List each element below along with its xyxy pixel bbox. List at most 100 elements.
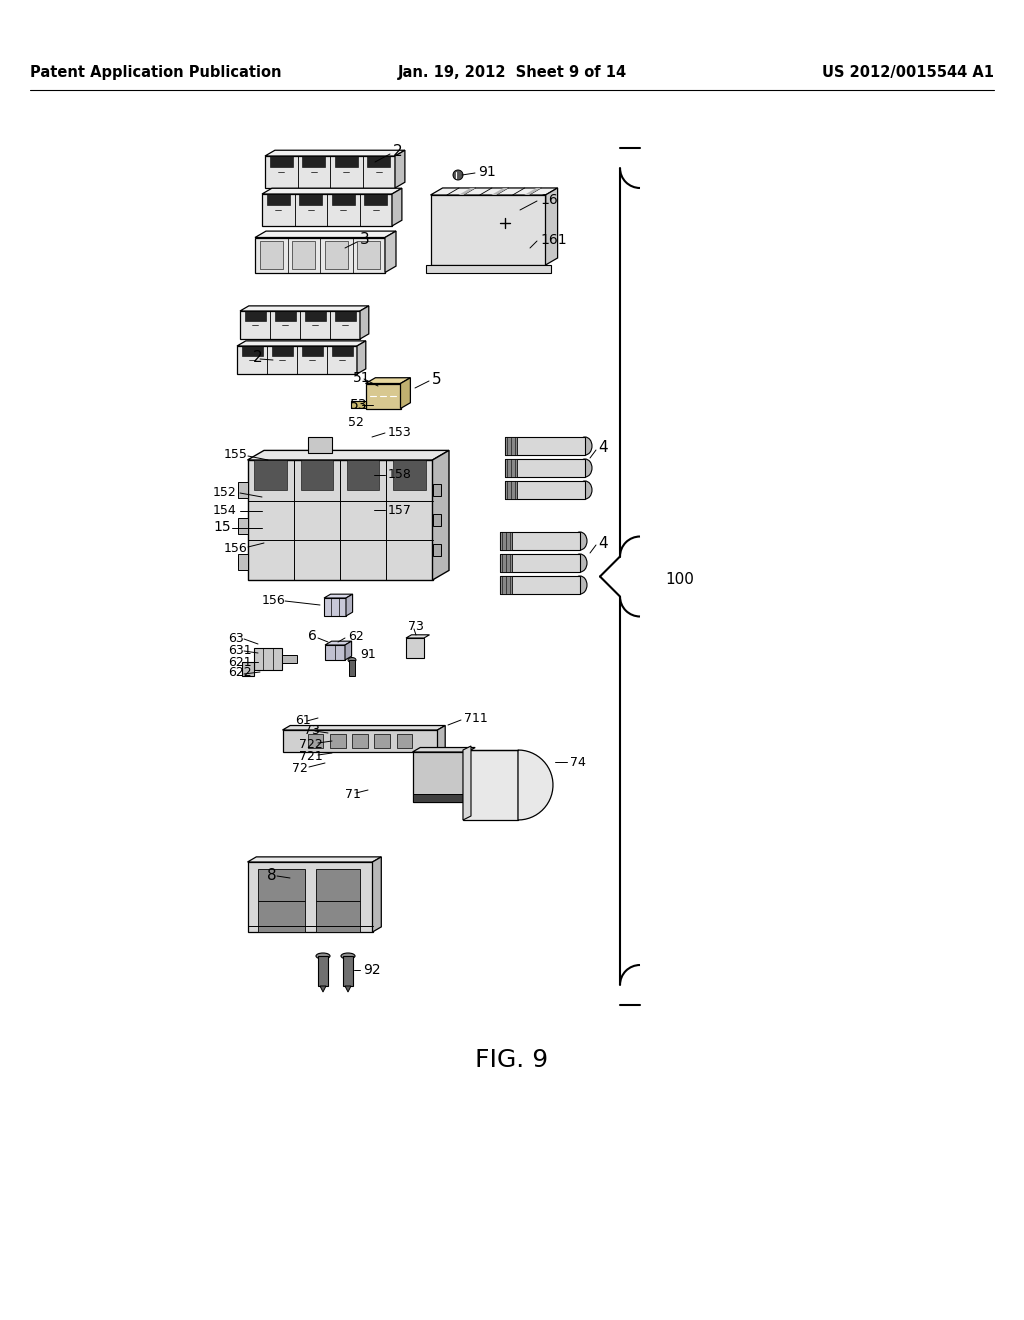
- Polygon shape: [347, 459, 379, 490]
- Polygon shape: [282, 655, 297, 664]
- Polygon shape: [254, 648, 282, 671]
- Text: 721: 721: [299, 750, 323, 763]
- Polygon shape: [304, 312, 326, 321]
- Polygon shape: [365, 194, 387, 205]
- Polygon shape: [248, 459, 432, 579]
- Polygon shape: [283, 730, 437, 752]
- Polygon shape: [406, 638, 424, 657]
- Text: 157: 157: [388, 503, 412, 516]
- Polygon shape: [299, 194, 323, 205]
- Polygon shape: [238, 482, 248, 498]
- Ellipse shape: [578, 480, 592, 499]
- Text: 153: 153: [388, 425, 412, 438]
- Text: 2: 2: [253, 351, 262, 366]
- Polygon shape: [324, 598, 346, 616]
- Text: 8: 8: [267, 867, 276, 883]
- Polygon shape: [463, 746, 471, 820]
- Polygon shape: [430, 187, 558, 195]
- Polygon shape: [492, 187, 508, 195]
- Polygon shape: [271, 346, 293, 356]
- Polygon shape: [318, 956, 328, 986]
- Polygon shape: [373, 857, 381, 932]
- Polygon shape: [395, 150, 404, 187]
- Polygon shape: [413, 752, 468, 803]
- Polygon shape: [237, 346, 357, 374]
- Text: US 2012/0015544 A1: US 2012/0015544 A1: [822, 65, 994, 79]
- Text: 622: 622: [228, 667, 252, 680]
- Polygon shape: [500, 532, 512, 550]
- Text: 4: 4: [598, 536, 607, 550]
- Polygon shape: [240, 312, 360, 339]
- Polygon shape: [357, 341, 366, 374]
- Text: 722: 722: [299, 738, 323, 751]
- Polygon shape: [432, 513, 440, 525]
- Text: FIG. 9: FIG. 9: [475, 1048, 549, 1072]
- Polygon shape: [393, 459, 426, 490]
- Polygon shape: [350, 401, 366, 408]
- Polygon shape: [262, 189, 401, 194]
- Polygon shape: [255, 238, 385, 272]
- Text: Jan. 19, 2012  Sheet 9 of 14: Jan. 19, 2012 Sheet 9 of 14: [397, 65, 627, 79]
- Ellipse shape: [316, 953, 330, 960]
- Polygon shape: [406, 635, 429, 638]
- Polygon shape: [237, 341, 366, 346]
- Polygon shape: [366, 384, 400, 408]
- Text: 621: 621: [228, 656, 252, 668]
- Text: 3: 3: [360, 232, 370, 248]
- Polygon shape: [325, 645, 345, 660]
- Polygon shape: [357, 242, 380, 269]
- Text: 73: 73: [408, 619, 424, 632]
- Polygon shape: [301, 459, 333, 490]
- Polygon shape: [426, 265, 551, 273]
- Ellipse shape: [573, 576, 587, 594]
- Text: 152: 152: [213, 486, 237, 499]
- Polygon shape: [346, 594, 352, 616]
- Polygon shape: [546, 187, 558, 265]
- Polygon shape: [396, 734, 412, 747]
- Circle shape: [389, 392, 397, 400]
- Polygon shape: [463, 750, 518, 820]
- Polygon shape: [343, 956, 353, 986]
- Polygon shape: [518, 750, 553, 820]
- Polygon shape: [352, 734, 368, 747]
- Polygon shape: [248, 450, 449, 459]
- Polygon shape: [505, 459, 517, 477]
- Text: 100: 100: [665, 573, 694, 587]
- Ellipse shape: [341, 953, 355, 960]
- Polygon shape: [505, 437, 585, 455]
- Polygon shape: [265, 150, 404, 156]
- Polygon shape: [437, 726, 445, 752]
- Polygon shape: [500, 532, 580, 550]
- Circle shape: [369, 392, 377, 400]
- Text: 631: 631: [228, 644, 252, 656]
- Text: 91: 91: [478, 165, 496, 180]
- Text: 53: 53: [350, 399, 368, 412]
- Ellipse shape: [578, 459, 592, 477]
- Polygon shape: [254, 459, 287, 490]
- Polygon shape: [238, 554, 248, 570]
- Polygon shape: [308, 734, 324, 747]
- Text: 15: 15: [213, 520, 230, 535]
- Text: 71: 71: [345, 788, 360, 800]
- Polygon shape: [432, 450, 449, 579]
- Polygon shape: [500, 576, 580, 594]
- Polygon shape: [430, 195, 546, 265]
- Text: 4: 4: [598, 441, 607, 455]
- Circle shape: [379, 392, 387, 400]
- Polygon shape: [293, 242, 315, 269]
- Ellipse shape: [348, 657, 356, 663]
- Polygon shape: [349, 660, 355, 676]
- Polygon shape: [330, 734, 346, 747]
- Polygon shape: [505, 480, 517, 499]
- Polygon shape: [301, 346, 323, 356]
- Polygon shape: [524, 187, 541, 195]
- Text: 2: 2: [393, 144, 402, 160]
- Text: 155: 155: [224, 449, 248, 462]
- Text: 74: 74: [570, 755, 586, 768]
- Circle shape: [453, 170, 463, 180]
- Text: 156: 156: [262, 594, 286, 606]
- Polygon shape: [267, 194, 290, 205]
- Text: 91: 91: [360, 648, 376, 661]
- Polygon shape: [500, 554, 580, 572]
- Polygon shape: [500, 576, 512, 594]
